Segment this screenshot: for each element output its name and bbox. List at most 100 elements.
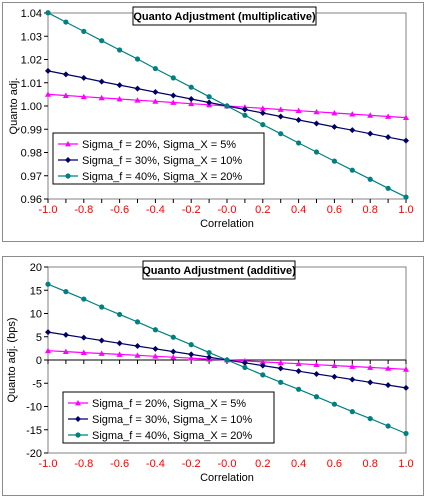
data-point	[367, 379, 374, 386]
data-point	[170, 99, 177, 105]
data-point	[45, 91, 51, 97]
data-point	[367, 176, 373, 182]
data-point	[385, 382, 392, 389]
data-point	[170, 354, 177, 360]
data-point	[170, 348, 177, 355]
x-tick-label: 0.6	[327, 458, 342, 470]
data-point	[349, 167, 355, 173]
legend-swatch-marker	[65, 141, 71, 147]
y-tick-label: 0.97	[21, 171, 42, 183]
data-point	[134, 343, 141, 350]
legend-swatch-marker	[75, 400, 81, 406]
y-tick-label: 20	[30, 262, 42, 274]
y-tick-label: 10	[30, 309, 42, 321]
x-tick-label: -0.8	[74, 458, 93, 470]
data-point	[241, 359, 248, 366]
data-point	[313, 108, 320, 115]
x-tick-label: 1.0	[398, 458, 413, 470]
x-tick-label: -0.0	[218, 204, 237, 216]
data-point	[98, 78, 105, 85]
data-point	[45, 281, 51, 287]
data-point	[152, 353, 159, 359]
data-point	[277, 359, 284, 366]
data-point	[63, 19, 69, 25]
y-tick-label: 1.03	[21, 31, 42, 43]
data-point	[385, 113, 392, 119]
data-point	[62, 92, 69, 98]
data-point	[331, 158, 337, 164]
data-point	[313, 120, 320, 127]
data-point	[349, 363, 356, 369]
title-box	[142, 260, 296, 280]
data-point	[278, 131, 284, 137]
x-tick-label: 0.4	[291, 204, 306, 216]
data-point	[63, 289, 69, 295]
data-point	[62, 71, 69, 78]
data-point	[295, 107, 302, 114]
data-point	[152, 65, 158, 72]
x-tick-label: -0.4	[146, 458, 165, 470]
data-point	[134, 97, 141, 103]
y-tick-label: 1.00	[21, 101, 42, 113]
data-point	[260, 122, 266, 128]
data-point	[206, 354, 213, 361]
x-tick-label: -0.0	[218, 458, 237, 470]
data-point	[277, 365, 284, 372]
data-point	[259, 362, 266, 369]
x-tick-label: -0.4	[146, 204, 165, 216]
legend-entry: Sigma_f = 20%, Sigma_X = 5%	[92, 398, 246, 410]
data-point	[152, 327, 158, 333]
chart-additive: -20 -15 -10 -5 0 5 10 15 20 -1.0 -0.8 -0.6 -0.4 -0.2 -…	[6, 260, 414, 484]
data-point	[45, 10, 51, 16]
y-tick-label: 0.99	[21, 124, 42, 136]
data-point	[367, 112, 374, 118]
data-point	[116, 82, 123, 89]
data-point	[188, 96, 195, 103]
data-point	[224, 357, 230, 363]
legend-entry: Sigma_f = 30%, Sigma_X = 10%	[82, 155, 242, 167]
data-point	[385, 423, 391, 429]
data-point	[349, 376, 356, 383]
data-point	[403, 384, 409, 391]
data-point	[403, 194, 409, 200]
data-point	[349, 111, 356, 117]
chart-title: Quanto Adjustment (multiplicative)	[133, 11, 316, 23]
y-tick-label: 0.98	[21, 148, 42, 160]
data-point	[278, 379, 284, 385]
legend-box	[62, 391, 275, 444]
data-point	[331, 401, 337, 407]
data-point	[206, 99, 213, 106]
x-tick-label: 0.2	[255, 204, 270, 216]
y-tick-label: 15	[30, 285, 42, 297]
data-point	[242, 364, 248, 371]
x-tick-label: 1.0	[398, 204, 413, 216]
data-point	[170, 92, 177, 99]
data-point	[295, 368, 302, 375]
legend-entry: Sigma_f = 30%, Sigma_X = 10%	[92, 414, 252, 426]
data-point	[295, 116, 302, 123]
chart-title: Quanto Adjustment (additive)	[142, 265, 296, 277]
x-axis-label: Correlation	[200, 218, 254, 230]
data-point	[99, 38, 105, 44]
data-point	[98, 94, 105, 101]
data-point	[313, 361, 320, 368]
data-point	[45, 67, 51, 74]
data-point	[367, 415, 373, 422]
x-tick-label: 0.4	[291, 458, 306, 470]
data-point	[403, 114, 409, 121]
data-point	[403, 366, 409, 372]
data-point	[188, 84, 194, 90]
data-point	[331, 109, 338, 116]
y-tick-label: 0	[36, 355, 42, 367]
data-point	[242, 112, 248, 118]
y-tick-label: -20	[26, 448, 42, 460]
legend-swatch-marker	[75, 416, 81, 422]
data-point	[385, 185, 391, 191]
data-point	[313, 149, 320, 155]
data-point	[206, 349, 212, 356]
data-point	[62, 331, 69, 338]
x-tick-label: -0.2	[182, 458, 201, 470]
chart-multiplicative: 0.96 0.97 0.98 0.99 1.00 1.01 1.02 1.03 1.04 -1.0…	[8, 6, 414, 230]
x-axis-label: Correlation	[200, 472, 254, 484]
data-point	[98, 350, 105, 356]
